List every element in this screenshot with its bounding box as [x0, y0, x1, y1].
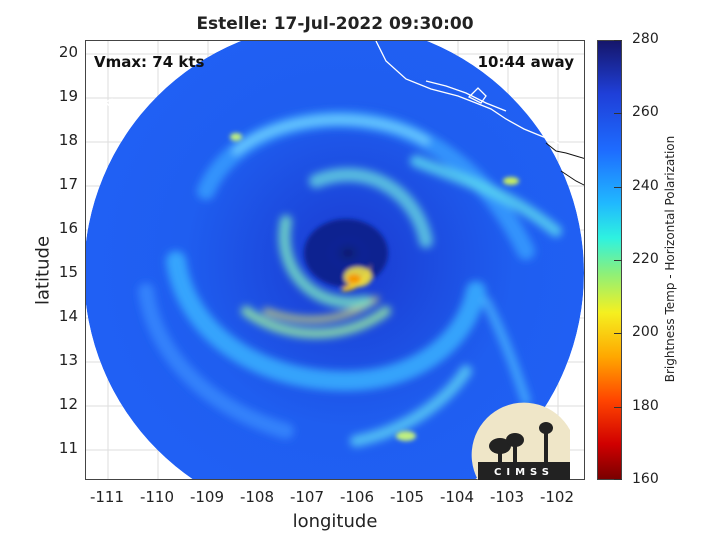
colorbar-tick-label: 280 [632, 31, 659, 47]
y-tick-label: 20 [58, 43, 78, 61]
x-tick-label: -109 [189, 488, 225, 506]
y-tick-label: 17 [58, 175, 78, 193]
y-tick-label: 13 [58, 351, 78, 369]
colorbar-tick-label: 220 [632, 251, 659, 267]
y-tick-label: 14 [58, 307, 78, 325]
x-tick-label: -111 [89, 488, 125, 506]
x-tick-label: -102 [539, 488, 575, 506]
y-tick-label: 19 [58, 87, 78, 105]
colorbar-tick-label: 160 [632, 471, 659, 487]
hurricane-imagery [86, 41, 584, 479]
x-tick-label: -108 [239, 488, 275, 506]
y-axis-label: latitude [32, 235, 54, 306]
cimss-logo: CIMSS [471, 402, 570, 480]
x-tick-label: -106 [339, 488, 375, 506]
x-axis-label: longitude [292, 511, 378, 532]
chart-title: Estelle: 17-Jul-2022 09:30:00 [196, 14, 474, 34]
logo-text: CIMSS [494, 467, 554, 478]
x-tick-label: -107 [289, 488, 325, 506]
y-tick-label: 18 [58, 131, 78, 149]
map-plot-area: Vmax: 74 kts 10:44 away [85, 40, 585, 480]
coastline-outside [545, 142, 584, 186]
x-tick-label: -103 [489, 488, 525, 506]
coastline [104, 41, 584, 159]
y-tick-label: 15 [58, 263, 78, 281]
x-tick-label: -110 [139, 488, 175, 506]
time-away-label: 10:44 away [477, 53, 574, 71]
colorbar-tick-label: 240 [632, 178, 659, 194]
y-tick-label: 12 [58, 395, 78, 413]
x-tick-label: -104 [439, 488, 475, 506]
colorbar-tick-label: 180 [632, 398, 659, 414]
x-tick-label: -105 [389, 488, 425, 506]
satellite-swath-image [86, 41, 584, 479]
colorbar-label: Brightness Temp - Horizontal Polarizatio… [663, 135, 677, 383]
y-tick-label: 16 [58, 219, 78, 237]
y-tick-label: 11 [58, 439, 78, 457]
colorbar-tick-label: 260 [632, 104, 659, 120]
colorbar-tick-label: 200 [632, 324, 659, 340]
vmax-label: Vmax: 74 kts [94, 53, 205, 71]
